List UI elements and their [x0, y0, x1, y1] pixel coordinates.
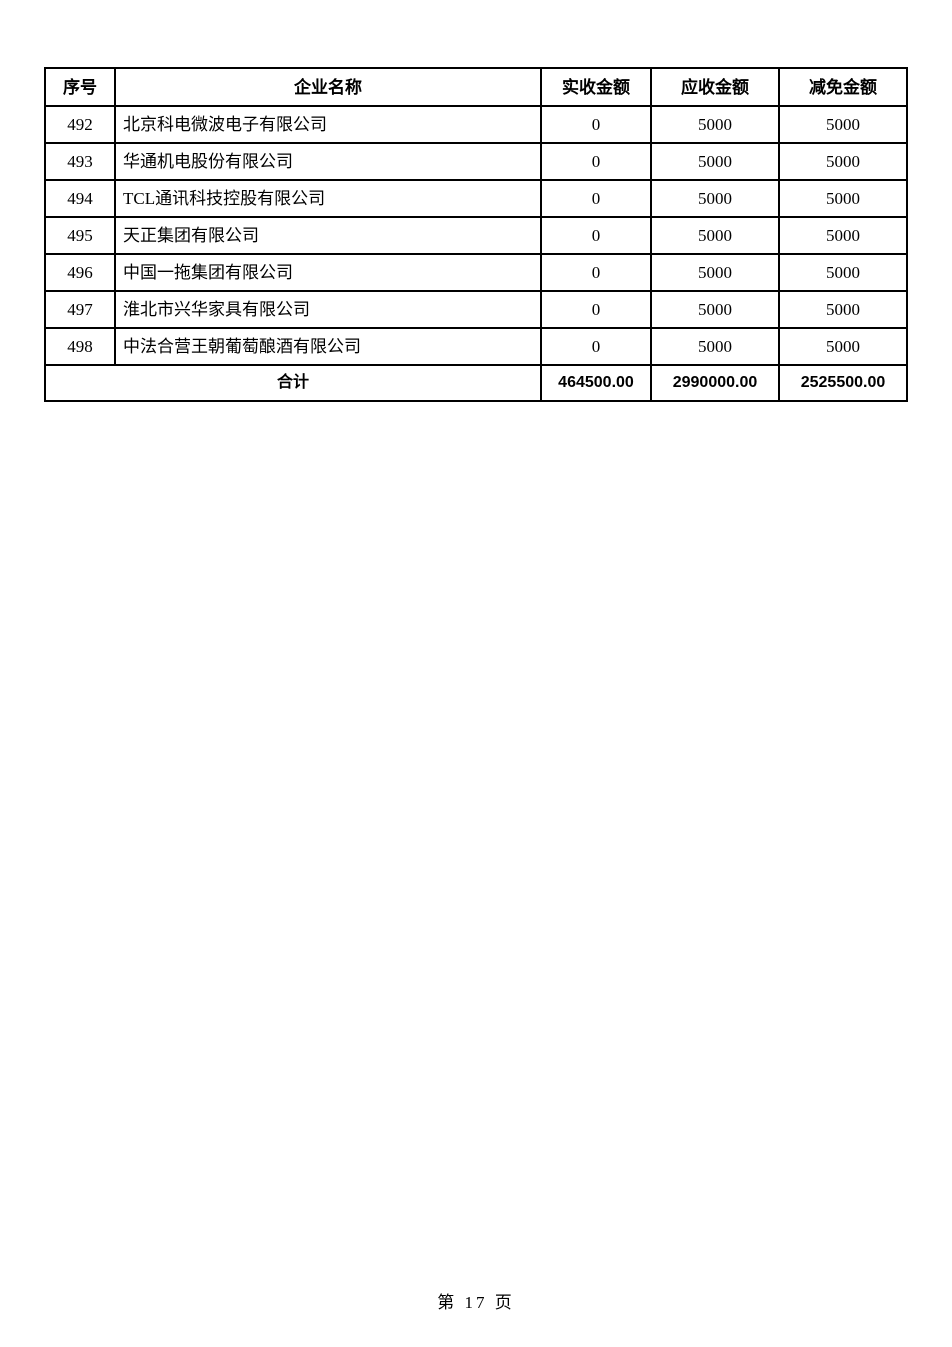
row-receivable: 5000: [650, 253, 780, 292]
row-company-name: 华通机电股份有限公司: [114, 142, 542, 181]
row-reduced: 5000: [778, 327, 908, 366]
table-row: 492 北京科电微波电子有限公司 0 5000 5000: [44, 105, 908, 144]
total-reduced: 2525500.00: [778, 364, 908, 402]
table-row: 494 TCL通讯科技控股有限公司 0 5000 5000: [44, 179, 908, 218]
table-row: 496 中国一拖集团有限公司 0 5000 5000: [44, 253, 908, 292]
column-header-reduced: 减免金额: [778, 67, 908, 107]
row-received: 0: [540, 216, 652, 255]
fee-table: 序号 企业名称 实收金额 应收金额 减免金额 492 北京科电微波电子有限公司 …: [44, 67, 908, 402]
column-header-received: 实收金额: [540, 67, 652, 107]
row-reduced: 5000: [778, 105, 908, 144]
row-company-name: 淮北市兴华家具有限公司: [114, 290, 542, 329]
column-header-receivable: 应收金额: [650, 67, 780, 107]
row-receivable: 5000: [650, 290, 780, 329]
row-received: 0: [540, 179, 652, 218]
row-no: 498: [44, 327, 116, 366]
row-received: 0: [540, 253, 652, 292]
row-receivable: 5000: [650, 179, 780, 218]
total-received: 464500.00: [540, 364, 652, 402]
row-company-name: 天正集团有限公司: [114, 216, 542, 255]
table-header-row: 序号 企业名称 实收金额 应收金额 减免金额: [44, 67, 908, 107]
row-received: 0: [540, 142, 652, 181]
row-company-name: 中国一拖集团有限公司: [114, 253, 542, 292]
row-company-name: 中法合营王朝葡萄酿酒有限公司: [114, 327, 542, 366]
row-no: 495: [44, 216, 116, 255]
row-received: 0: [540, 105, 652, 144]
row-received: 0: [540, 290, 652, 329]
row-receivable: 5000: [650, 142, 780, 181]
table-row: 493 华通机电股份有限公司 0 5000 5000: [44, 142, 908, 181]
row-receivable: 5000: [650, 216, 780, 255]
column-header-name: 企业名称: [114, 67, 542, 107]
row-reduced: 5000: [778, 179, 908, 218]
row-reduced: 5000: [778, 216, 908, 255]
row-reduced: 5000: [778, 253, 908, 292]
column-header-no: 序号: [44, 67, 116, 107]
table-row: 498 中法合营王朝葡萄酿酒有限公司 0 5000 5000: [44, 327, 908, 366]
row-receivable: 5000: [650, 327, 780, 366]
table-total-row: 合计 464500.00 2990000.00 2525500.00: [44, 364, 908, 402]
total-receivable: 2990000.00: [650, 364, 780, 402]
table-row: 497 淮北市兴华家具有限公司 0 5000 5000: [44, 290, 908, 329]
row-no: 496: [44, 253, 116, 292]
row-company-name: 北京科电微波电子有限公司: [114, 105, 542, 144]
row-no: 492: [44, 105, 116, 144]
row-no: 493: [44, 142, 116, 181]
row-received: 0: [540, 327, 652, 366]
row-no: 497: [44, 290, 116, 329]
row-reduced: 5000: [778, 142, 908, 181]
page-number: 第 17 页: [437, 1293, 515, 1312]
total-label: 合计: [44, 364, 542, 402]
row-reduced: 5000: [778, 290, 908, 329]
row-company-name: TCL通讯科技控股有限公司: [114, 179, 542, 218]
table-row: 495 天正集团有限公司 0 5000 5000: [44, 216, 908, 255]
row-no: 494: [44, 179, 116, 218]
row-receivable: 5000: [650, 105, 780, 144]
